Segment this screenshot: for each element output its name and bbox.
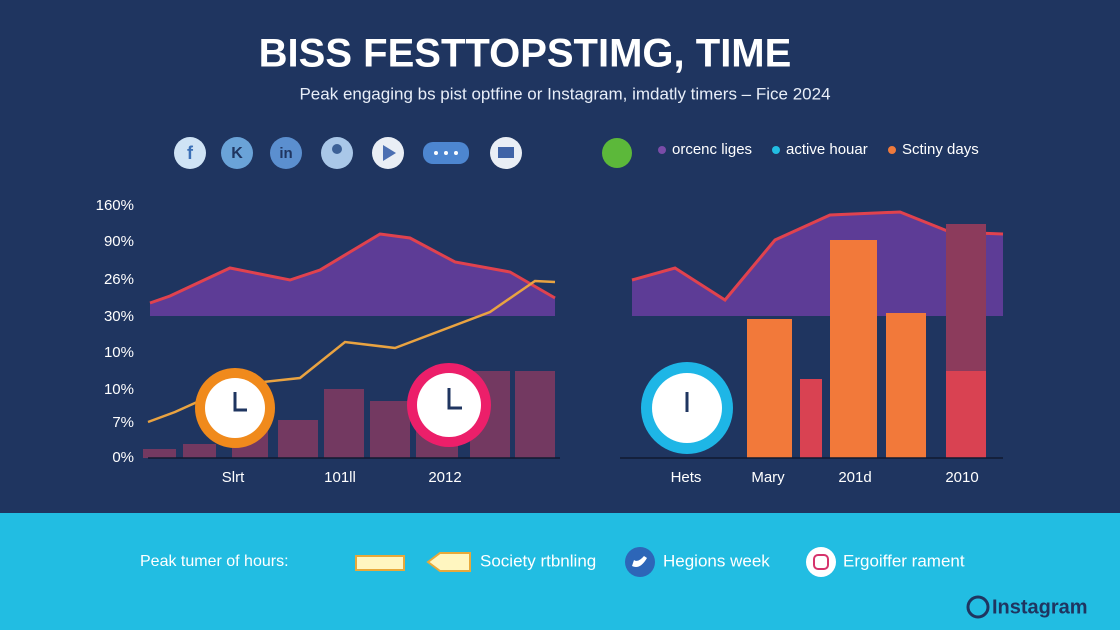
x-label: 101ll	[324, 469, 356, 486]
bar	[324, 389, 364, 458]
area	[632, 212, 1003, 316]
x-label: Slrt	[222, 469, 245, 486]
bar	[278, 420, 318, 458]
clock	[195, 368, 275, 448]
icon-glyph	[332, 144, 342, 154]
legend-label: active houar	[786, 141, 868, 158]
icon-glyph	[498, 147, 514, 158]
legend-label: orcenc liges	[672, 141, 752, 158]
y-label: 0%	[112, 449, 134, 466]
footer-band	[0, 513, 1120, 630]
y-label: 90%	[104, 233, 134, 250]
line	[147, 279, 556, 424]
title: BISS FESTTOPSTIMG, TIME	[259, 32, 792, 76]
icon-label: in	[279, 145, 292, 162]
footer-icon-glyph	[632, 556, 647, 567]
bar	[747, 319, 792, 458]
x-label: Hets	[671, 469, 702, 486]
bar	[183, 444, 216, 458]
legend-label: Sctiny days	[902, 141, 979, 158]
x-label: 2010	[945, 469, 978, 486]
x-label: 201d	[838, 469, 871, 486]
bar	[946, 224, 986, 371]
bar	[830, 240, 877, 458]
y-label: 10%	[104, 381, 134, 398]
footer-icon	[355, 555, 405, 571]
legend-icon	[602, 138, 632, 168]
icon-label: f	[187, 143, 194, 163]
footer-item: Ergoiffer rament	[843, 551, 965, 570]
x-label: Mary	[751, 469, 785, 486]
brand-icon	[966, 595, 990, 619]
line	[631, 210, 1004, 302]
clock	[407, 363, 491, 447]
y-label: 26%	[104, 271, 134, 288]
bar	[515, 371, 555, 458]
y-label: 30%	[104, 308, 134, 325]
legend: orcenc liges active houar Sctiny days	[602, 138, 979, 168]
icon	[270, 137, 302, 169]
left-chart: 160% 90% 26% 30% 10% 10% 7% 0%	[96, 197, 560, 486]
subtitle: Peak engaging bs pist optfine or Instagr…	[299, 84, 830, 103]
footer: Peak tumer of hours: Society rtbnling He…	[140, 547, 1088, 619]
footer-item: Society rtbnling	[480, 551, 596, 570]
footer-icon-glyph	[813, 554, 829, 570]
right-chart: Hets Mary 201d 2010	[620, 210, 1004, 486]
icon-glyph	[383, 145, 396, 161]
icon	[174, 137, 206, 169]
icon	[221, 137, 253, 169]
icon-label: K	[231, 145, 243, 162]
brand: Instagram	[992, 596, 1088, 618]
legend-dot	[888, 146, 896, 154]
footer-icon	[806, 547, 836, 577]
bar	[800, 379, 822, 458]
bar	[143, 449, 176, 458]
icon-glyph	[444, 151, 448, 155]
icon-glyph	[454, 151, 458, 155]
bar	[946, 371, 986, 458]
icon-glyph	[434, 151, 438, 155]
footer-item: Hegions week	[663, 551, 770, 570]
footer-label: Peak tumer of hours:	[140, 553, 289, 570]
area	[150, 234, 555, 316]
y-label: 10%	[104, 344, 134, 361]
y-label: 7%	[112, 414, 134, 431]
line	[149, 232, 556, 305]
bar	[370, 401, 410, 458]
icon-row: f K in	[174, 137, 522, 169]
y-label: 160%	[96, 197, 134, 214]
legend-dot	[658, 146, 666, 154]
footer-icon	[426, 552, 471, 572]
clock	[641, 362, 733, 454]
legend-dot	[772, 146, 780, 154]
bar	[886, 313, 926, 458]
x-label: 2012	[428, 469, 461, 486]
